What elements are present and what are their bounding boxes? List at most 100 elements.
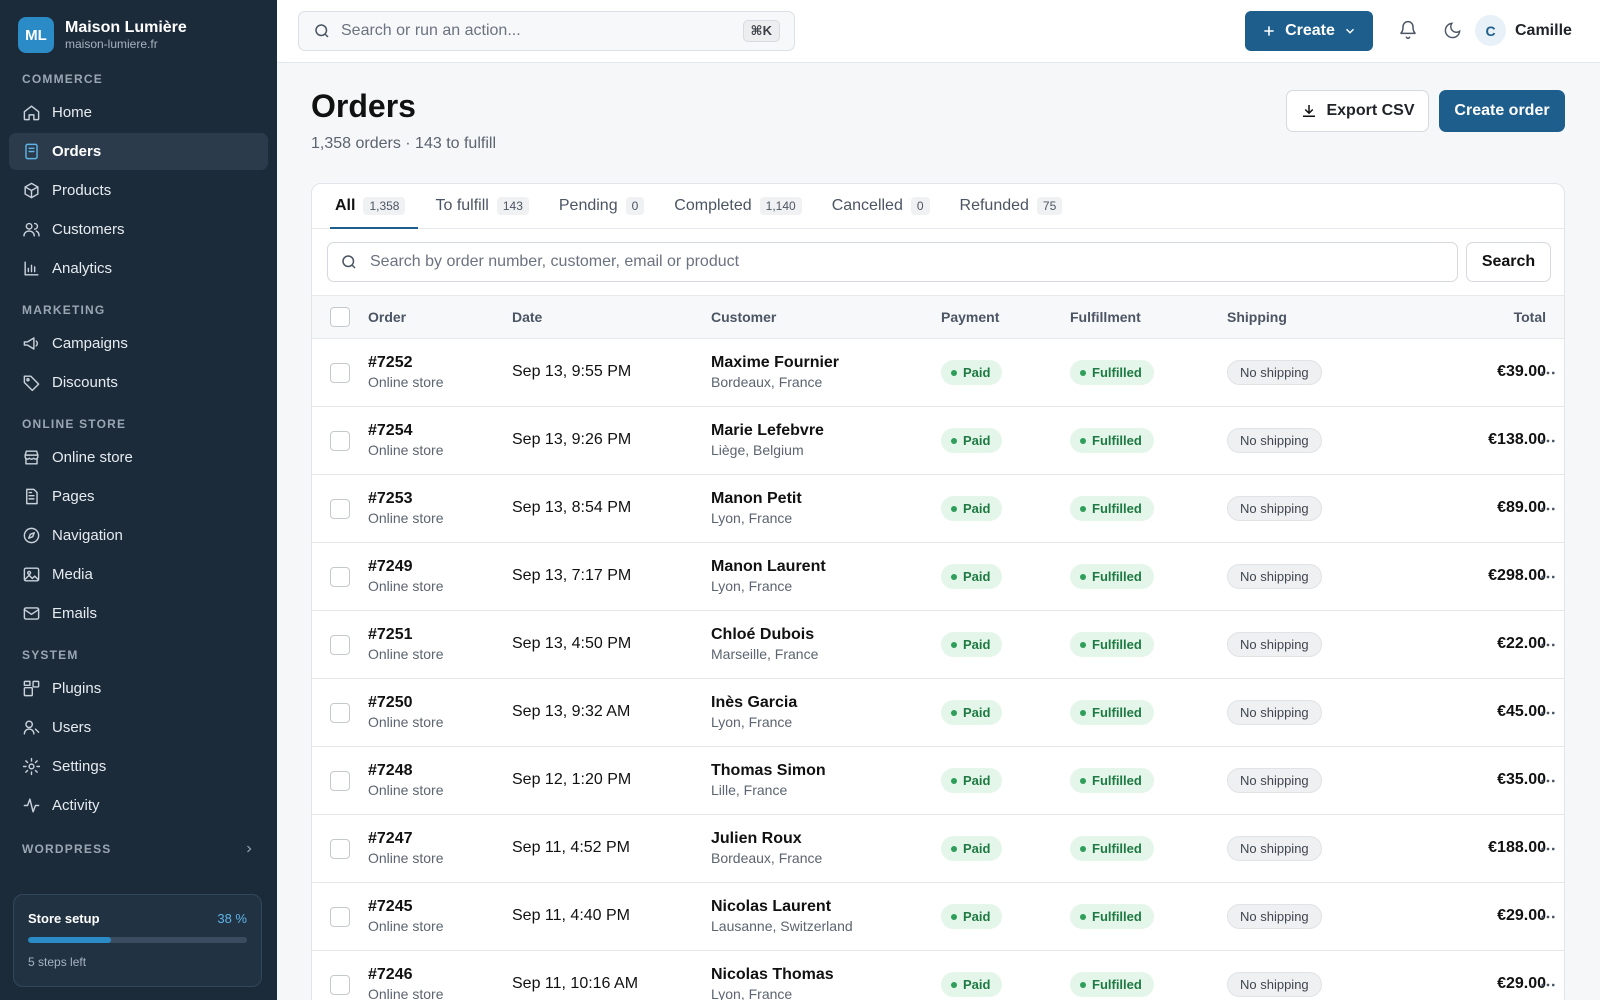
row-checkbox[interactable] [330,771,350,791]
table-row[interactable]: #7248 Online store Sep 12, 1:20 PM Thomas S… [312,747,1564,815]
row-actions-button[interactable] [1537,974,1559,996]
sidebar-item-analytics[interactable]: Analytics [9,250,268,287]
table-row[interactable]: #7245 Online store Sep 11, 4:40 PM Nicolas … [312,883,1564,951]
customer-name[interactable]: Nicolas Laurent [711,898,832,915]
customer-name[interactable]: Inès Garcia [711,694,798,711]
column-customer[interactable]: Customer [711,309,777,325]
row-checkbox[interactable] [330,499,350,519]
sidebar-item-online-store[interactable]: Online store [9,439,268,476]
customer-name[interactable]: Maxime Fournier [711,354,840,371]
row-checkbox[interactable] [330,635,350,655]
sidebar-item-plugins[interactable]: Plugins [9,670,268,707]
tag-icon [23,375,40,392]
table-row[interactable]: #7249 Online store Sep 13, 7:17 PM Manon La… [312,543,1564,611]
sidebar-item-users[interactable]: Users [9,709,268,746]
select-all-checkbox[interactable] [330,307,350,327]
sidebar-item-media[interactable]: Media [9,556,268,593]
order-number[interactable]: #7251 [368,626,413,643]
row-actions-button[interactable] [1537,838,1559,860]
order-number[interactable]: #7253 [368,490,413,507]
tab-pending[interactable]: Pending 0 [554,184,657,228]
theme-toggle-button[interactable] [1439,17,1465,43]
notifications-button[interactable] [1395,17,1421,43]
row-actions-button[interactable] [1537,566,1559,588]
sidebar-item-pages[interactable]: Pages [9,478,268,515]
order-number[interactable]: #7252 [368,354,413,371]
order-number[interactable]: #7246 [368,966,413,983]
customer-name[interactable]: Julien Roux [711,830,802,847]
tab-to-fulfill[interactable]: To fulfill 143 [430,184,541,228]
shipping-status-badge: No shipping [1227,972,1322,997]
customer-name[interactable]: Thomas Simon [711,762,826,779]
order-number[interactable]: #7249 [368,558,413,575]
sidebar-item-settings[interactable]: Settings [9,748,268,785]
sidebar-item-orders[interactable]: Orders [9,133,268,170]
column-total[interactable]: Total [1513,309,1546,325]
tab-cancelled[interactable]: Cancelled 0 [827,184,943,228]
sidebar-item-products[interactable]: Products [9,172,268,209]
customer-name[interactable]: Nicolas Thomas [711,966,834,983]
row-checkbox[interactable] [330,907,350,927]
customer-name[interactable]: Marie Lefebvre [711,422,824,439]
row-checkbox[interactable] [330,363,350,383]
search-button[interactable]: Search [1466,242,1551,282]
sidebar-item-emails[interactable]: Emails [9,595,268,632]
sidebar-item-home[interactable]: Home [9,94,268,131]
order-number[interactable]: #7247 [368,830,413,847]
sidebar-item-customers[interactable]: Customers [9,211,268,248]
tab-count-badge: 75 [1036,197,1063,215]
table-row[interactable]: #7251 Online store Sep 13, 4:50 PM Chloé Du… [312,611,1564,679]
command-search[interactable]: Search or run an action... ⌘K [298,11,795,51]
row-actions-button[interactable] [1537,362,1559,384]
table-row[interactable]: #7254 Online store Sep 13, 9:26 PM Marie Le… [312,407,1564,475]
order-search-input[interactable]: Search by order number, customer, email … [327,242,1458,282]
sidebar-item-discounts[interactable]: Discounts [9,364,268,401]
user-menu[interactable]: C Camille [1475,15,1572,46]
order-number[interactable]: #7245 [368,898,413,915]
table-row[interactable]: #7246 Online store Sep 11, 10:16 AM Nicolas… [312,951,1564,1000]
row-actions-button[interactable] [1537,498,1559,520]
table-row[interactable]: #7253 Online store Sep 13, 8:54 PM Manon Pe… [312,475,1564,543]
table-row[interactable]: #7250 Online store Sep 13, 9:32 AM Inès Gar… [312,679,1564,747]
row-actions-button[interactable] [1537,702,1559,724]
row-actions-button[interactable] [1537,430,1559,452]
row-actions-button[interactable] [1537,906,1559,928]
row-actions-button[interactable] [1537,634,1559,656]
row-checkbox[interactable] [330,567,350,587]
customer-name[interactable]: Manon Petit [711,490,802,507]
export-csv-button[interactable]: Export CSV [1286,90,1429,132]
sidebar-item-campaigns[interactable]: Campaigns [9,325,268,362]
sidebar-item-navigation[interactable]: Navigation [9,517,268,554]
order-number[interactable]: #7250 [368,694,413,711]
nav-section-wordpress[interactable]: WORDPRESS [0,840,277,858]
order-number[interactable]: #7254 [368,422,413,439]
payment-status-badge: Paid [941,836,1003,861]
status-dot [1080,369,1086,376]
table-row[interactable]: #7247 Online store Sep 11, 4:52 PM Julien R… [312,815,1564,883]
column-order[interactable]: Order [368,309,407,325]
row-actions-button[interactable] [1537,770,1559,792]
store-setup-card[interactable]: Store setup 38 % 5 steps left [13,894,262,987]
fulfillment-status-badge: Fulfilled [1070,836,1154,861]
tab-completed[interactable]: Completed 1,140 [669,184,814,228]
column-payment[interactable]: Payment [941,309,1000,325]
column-fulfillment[interactable]: Fulfillment [1070,309,1141,325]
sidebar-item-activity[interactable]: Activity [9,787,268,824]
row-checkbox[interactable] [330,839,350,859]
customer-name[interactable]: Chloé Dubois [711,626,815,643]
row-checkbox[interactable] [330,703,350,723]
table-row[interactable]: #7252 Online store Sep 13, 9:55 PM Maxime F… [312,339,1564,407]
customer-name[interactable]: Manon Laurent [711,558,826,575]
more-horizontal-icon [1541,711,1555,715]
create-menu-button[interactable]: Create [1245,11,1373,51]
row-checkbox[interactable] [330,431,350,451]
tab-refunded[interactable]: Refunded 75 [955,184,1076,228]
tab-all[interactable]: All 1,358 [330,184,419,229]
row-checkbox[interactable] [330,975,350,995]
create-order-button[interactable]: Create order [1439,90,1565,132]
store-switcher[interactable]: ML Maison Lumière maison-lumiere.fr [0,0,277,70]
column-shipping[interactable]: Shipping [1227,309,1287,325]
column-date[interactable]: Date [512,309,543,325]
order-number[interactable]: #7248 [368,762,413,779]
payment-status-badge: Paid [941,768,1003,793]
